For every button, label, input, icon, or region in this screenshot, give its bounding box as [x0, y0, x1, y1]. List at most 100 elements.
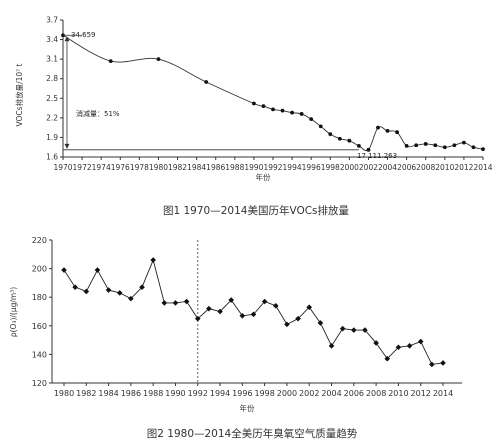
- data-point: [384, 355, 391, 362]
- x-tick-label: 1984: [187, 163, 206, 172]
- chart-axes: [62, 20, 483, 158]
- y-tick-label: 200: [32, 265, 47, 274]
- x-tick-label: 1994: [283, 163, 302, 172]
- data-point: [272, 302, 279, 309]
- x-tick-label: 1978: [130, 163, 149, 172]
- x-tick-label: 1994: [210, 389, 230, 398]
- x-tick-label: 1996: [302, 163, 321, 172]
- data-point: [452, 143, 457, 148]
- y-tick-label: 1.6: [46, 153, 58, 162]
- x-tick-label: 1982: [168, 163, 187, 172]
- data-point: [423, 142, 428, 146]
- reduction-arrow-head-up: [64, 36, 70, 42]
- data-point: [252, 101, 256, 106]
- series-line-path: [62, 34, 484, 152]
- y-axis-ticks: 120 140 160 180 200 220: [32, 236, 52, 388]
- data-point: [362, 327, 368, 333]
- series-line: [63, 258, 444, 365]
- data-point: [183, 298, 190, 305]
- x-tick-label: 1992: [263, 163, 282, 172]
- reduction-label: 消减量：51%: [76, 109, 120, 118]
- data-point: [83, 288, 90, 295]
- x-tick-label: 1990: [165, 389, 185, 398]
- data-point: [116, 290, 123, 296]
- x-tick-label: 1976: [111, 163, 130, 172]
- x-axis-label: 年份: [240, 403, 255, 413]
- x-tick-label: 1990: [244, 163, 263, 172]
- x-tick-label: 2010: [435, 163, 454, 172]
- data-point: [217, 308, 223, 315]
- x-tick-label: 1998: [254, 389, 274, 398]
- x-tick-label: 1970: [53, 163, 72, 172]
- x-tick-label: 1980: [54, 389, 74, 398]
- data-points: [61, 257, 446, 368]
- annotations: 34.659 17 111.263 消减量：51%: [63, 31, 397, 160]
- data-point: [261, 104, 266, 109]
- y-tick-label: 220: [32, 236, 47, 245]
- y-tick-label: 3.7: [46, 16, 58, 25]
- data-point: [395, 344, 402, 351]
- data-point: [351, 327, 357, 333]
- reduction-arrow-head-down: [64, 143, 70, 149]
- y-tick-label: 120: [32, 379, 47, 388]
- data-point: [385, 129, 390, 133]
- data-point: [206, 305, 212, 312]
- x-tick-label: 1984: [98, 389, 118, 398]
- data-point: [404, 144, 409, 148]
- data-point: [250, 311, 257, 318]
- x-tick-label: 2004: [321, 389, 341, 398]
- y-tick-label: 3.1: [46, 55, 58, 64]
- x-axis-label: 年份: [256, 172, 271, 182]
- data-point: [481, 147, 485, 152]
- x-tick-label: 2008: [366, 389, 386, 398]
- data-point: [105, 287, 112, 293]
- x-tick-label: 2014: [433, 389, 453, 398]
- figure-caption: 图1 1970—2014美国历年VOCs排放量: [163, 204, 350, 217]
- x-tick-label: 1988: [143, 389, 163, 398]
- x-tick-label: 1996: [232, 389, 252, 398]
- x-tick-label: 2012: [411, 389, 431, 398]
- series-line: [62, 34, 484, 152]
- figure-caption: 图2 1980—2014全美历年臭氧空气质量趋势: [147, 427, 358, 440]
- x-tick-label: 1980: [149, 163, 168, 172]
- data-point: [239, 312, 246, 319]
- x-tick-label: 1974: [92, 163, 111, 172]
- data-point: [309, 117, 314, 122]
- data-point: [280, 108, 285, 113]
- chart-axes: [51, 240, 462, 384]
- x-tick-label: 1982: [76, 389, 96, 398]
- data-point: [94, 267, 101, 273]
- y-tick-label: 140: [32, 350, 47, 359]
- data-point: [72, 284, 78, 290]
- x-tick-label: 2004: [378, 163, 397, 172]
- series-line-path: [63, 258, 444, 365]
- data-point: [347, 138, 352, 143]
- data-point: [156, 57, 161, 62]
- y-tick-label: 2.2: [46, 113, 58, 122]
- data-point: [194, 315, 201, 322]
- x-tick-label: 2006: [397, 163, 416, 172]
- data-point: [339, 325, 346, 332]
- y-tick-label: 160: [32, 322, 47, 331]
- data-point: [139, 284, 145, 290]
- data-point: [284, 321, 290, 328]
- data-point: [317, 320, 324, 326]
- data-point: [373, 340, 379, 346]
- x-tick-label: 2000: [277, 389, 297, 398]
- data-point: [172, 300, 179, 306]
- y-axis-label: ρ(O₃)/(μg/m³): [9, 287, 18, 337]
- y-tick-label: 2.8: [46, 74, 58, 83]
- x-tick-label: 2014: [473, 163, 492, 172]
- data-point: [328, 343, 335, 349]
- x-axis-ticks: 1970 1972 1974 1976 1978 1980 1982 1984 1986 1988…: [53, 157, 493, 172]
- x-tick-label: 1998: [321, 163, 340, 172]
- data-point: [471, 145, 476, 150]
- data-point: [328, 132, 333, 137]
- x-tick-label: 2010: [388, 389, 408, 398]
- data-point: [161, 300, 168, 306]
- data-point: [318, 124, 323, 129]
- y-tick-label: 1.9: [46, 133, 58, 142]
- data-point: [417, 338, 424, 345]
- data-point: [429, 361, 435, 368]
- data-point: [462, 140, 466, 145]
